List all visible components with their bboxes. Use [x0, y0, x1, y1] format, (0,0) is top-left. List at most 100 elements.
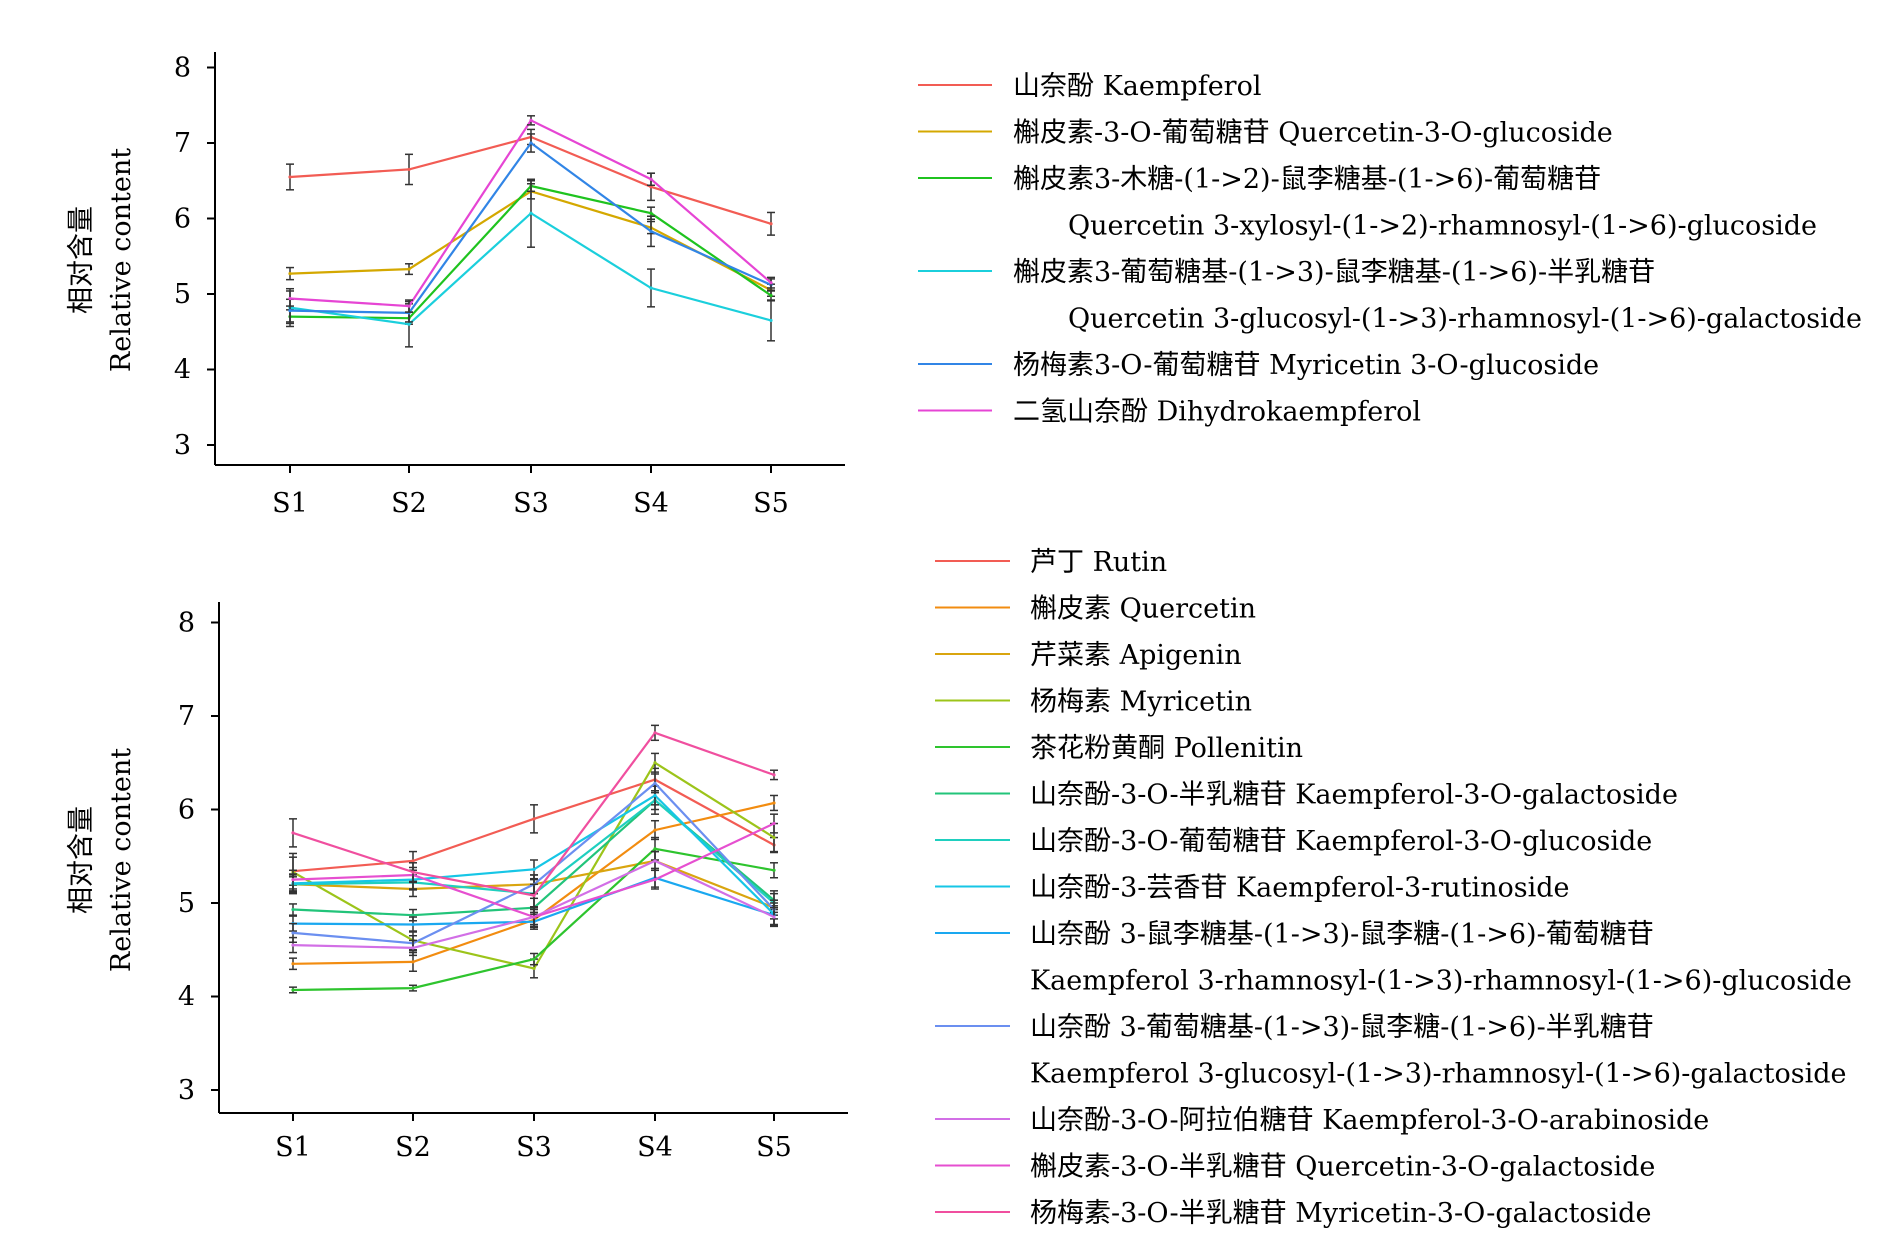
data-point — [769, 318, 773, 323]
data-point — [411, 922, 415, 927]
data-point — [769, 222, 773, 226]
data-point — [649, 286, 653, 290]
legend-1: 山奈酚 Kaempferol 槲皮素-3-O-葡萄糖苷 Quercetin-3-O… — [918, 71, 1862, 428]
data-point — [532, 893, 536, 898]
data-point — [407, 322, 411, 326]
data-point — [291, 907, 295, 912]
data-point — [411, 870, 415, 874]
x-tick-label: S4 — [633, 488, 669, 519]
y-tick-label: 5 — [178, 888, 195, 919]
y-tick-label: 4 — [178, 982, 195, 1013]
legend-label: 山奈酚-3-O-葡萄糖苷 Kaempferol-3-O-glucoside — [1030, 826, 1652, 857]
data-point — [288, 296, 292, 301]
legend-label: 二氢山奈酚 Dihydrokaempferol — [1013, 397, 1421, 428]
data-point — [532, 957, 536, 961]
error-bar — [767, 299, 775, 342]
legend-label: 杨梅素-3-O-半乳糖苷 Myricetin-3-O-galactoside — [1030, 1198, 1651, 1229]
legend-2: 芦丁 Rutin 槲皮素 Quercetin 芹菜素 Apigenin 杨梅素 Myr… — [935, 547, 1852, 1229]
y-tick-label: 8 — [178, 608, 195, 639]
data-point — [653, 847, 657, 851]
chart-1: 3 4 5 6 7 8 S1 S2 S3 S4 S5 相对含量 Relative content 山奈酚 … — [66, 52, 1862, 519]
data-point — [288, 175, 292, 179]
legend-label: 茶花粉黄酮 Pollenitin — [1030, 733, 1303, 764]
data-point — [529, 211, 533, 215]
legend-label: Kaempferol 3-rhamnosyl-(1->3)-rhamnosyl-… — [1030, 966, 1852, 997]
error-bar — [409, 916, 417, 933]
error-bar — [289, 903, 297, 916]
legend-label: 芹菜素 Apigenin — [1030, 640, 1242, 671]
error-bar — [409, 939, 417, 957]
data-point — [769, 281, 773, 285]
legend-label: 槲皮素-3-O-半乳糖苷 Quercetin-3-O-galactoside — [1030, 1152, 1655, 1183]
series-4 — [286, 178, 775, 348]
data-point — [653, 793, 657, 798]
y-tick-label: 7 — [178, 701, 195, 732]
legend-label: 杨梅素3-O-葡萄糖苷 Myricetin 3-O-glucoside — [1013, 350, 1599, 381]
x-tick-label: S1 — [275, 1132, 311, 1163]
error-bar — [770, 794, 778, 812]
error-bar — [405, 263, 413, 276]
error-bar — [286, 163, 294, 191]
x-tick-label: S3 — [513, 488, 549, 519]
error-bar — [530, 804, 538, 834]
y-axis-label-en: Relative content — [106, 148, 137, 372]
x-tick-label: S3 — [516, 1132, 552, 1163]
legend-label: 山奈酚 Kaempferol — [1013, 71, 1261, 102]
data-point — [653, 878, 657, 882]
x-tick-label: S2 — [391, 488, 427, 519]
legend-label: 槲皮素-3-O-葡萄糖苷 Quercetin-3-O-glucoside — [1013, 118, 1613, 149]
x-tick-label: S2 — [395, 1132, 431, 1163]
legend-label: 槲皮素3-木糖-(1->2)-鼠李糖基-(1->6)-葡萄糖苷 — [1013, 164, 1601, 195]
error-bar — [289, 957, 297, 971]
data-point — [653, 761, 657, 765]
legend-label: Quercetin 3-glucosyl-(1->3)-rhamnosyl-(1… — [1068, 304, 1862, 335]
legend-label: Kaempferol 3-glucosyl-(1->3)-rhamnosyl-(… — [1030, 1059, 1847, 1090]
y-tick-label: 4 — [174, 355, 191, 386]
data-point — [529, 141, 533, 145]
data-point — [407, 267, 411, 271]
error-bar — [286, 290, 294, 307]
error-bar — [651, 869, 659, 890]
data-point — [411, 946, 415, 950]
data-point — [772, 821, 776, 826]
data-point — [291, 931, 295, 935]
data-point — [407, 304, 411, 308]
error-bar — [770, 813, 778, 834]
y-tick-label: 3 — [174, 430, 191, 461]
chart-2: 3 4 5 6 7 8 S1 S2 S3 S4 S5 相对含量 Relative content 芦丁 R… — [66, 547, 1852, 1229]
error-bar — [770, 769, 778, 781]
error-bar — [647, 172, 655, 187]
error-bar — [527, 178, 535, 248]
error-bar — [527, 115, 535, 126]
data-point — [772, 773, 776, 777]
data-point — [532, 817, 536, 821]
error-bar — [770, 906, 778, 928]
error-bar — [530, 952, 538, 966]
error-bar — [289, 869, 297, 890]
error-bar — [530, 883, 538, 908]
data-point — [529, 118, 533, 122]
y-tick-label: 5 — [174, 279, 191, 310]
legend-label: 槲皮素 Quercetin — [1030, 594, 1256, 625]
error-bar — [647, 268, 655, 308]
y-axis-label-cn: 相对含量 — [66, 206, 97, 314]
y-tick-label: 8 — [174, 53, 191, 84]
data-point — [291, 988, 295, 992]
data-point — [291, 878, 295, 882]
data-point — [291, 962, 295, 966]
error-bar — [289, 818, 297, 848]
error-bar — [289, 936, 297, 954]
error-bar — [651, 773, 659, 794]
legend-label: 槲皮素3-葡萄糖基-(1->3)-鼠李糖基-(1->6)-半乳糖苷 — [1013, 257, 1655, 288]
error-bar — [530, 906, 538, 928]
data-point — [411, 986, 415, 990]
error-bar — [647, 215, 655, 248]
data-point — [653, 859, 657, 863]
data-point — [769, 293, 773, 298]
legend-label: 山奈酚 3-鼠李糖基-(1->3)-鼠李糖-(1->6)-葡萄糖苷 — [1030, 919, 1654, 950]
legend-label: Quercetin 3-xylosyl-(1->2)-rhamnosyl-(1-… — [1068, 211, 1817, 242]
x-tick-label: S4 — [637, 1132, 673, 1163]
data-point — [411, 859, 415, 863]
data-point — [532, 867, 536, 871]
error-bar — [651, 752, 659, 773]
